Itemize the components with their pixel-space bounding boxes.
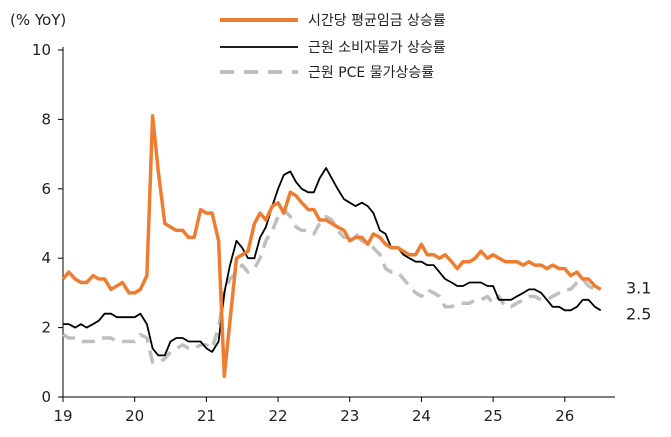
legend-label-1: 근원 소비자물가 상승률 — [308, 40, 446, 56]
series-line-2 — [62, 207, 596, 365]
x-tick-label: 23 — [340, 407, 359, 425]
legend-label-2: 근원 PCE 물가상승률 — [308, 65, 434, 81]
end-value-label-1: 2.5 — [626, 304, 651, 323]
legend-label-0: 시간당 평균임금 상승률 — [308, 13, 446, 29]
x-tick-label: 24 — [412, 407, 431, 425]
y-axis-unit-label: (% YoY) — [10, 11, 66, 29]
y-tick-label: 6 — [41, 180, 51, 198]
series-line-1 — [63, 167, 602, 357]
y-tick-label: 0 — [41, 388, 51, 406]
x-tick-label: 21 — [197, 407, 216, 425]
x-tick-label: 25 — [484, 407, 503, 425]
x-tick-label: 22 — [269, 407, 288, 425]
end-labels: 3.12.5 — [626, 278, 651, 323]
end-value-label-0: 3.1 — [626, 278, 651, 297]
series-layer — [61, 114, 602, 378]
series-line-0 — [61, 114, 602, 378]
y-tick-label: 8 — [41, 110, 51, 128]
y-tick-label: 2 — [41, 319, 51, 337]
y-tick-label: 10 — [32, 41, 51, 59]
x-tick-label: 26 — [555, 407, 574, 425]
x-tick-label: 19 — [53, 407, 72, 425]
x-tick-label: 20 — [125, 407, 144, 425]
y-tick-label: 4 — [41, 249, 51, 267]
